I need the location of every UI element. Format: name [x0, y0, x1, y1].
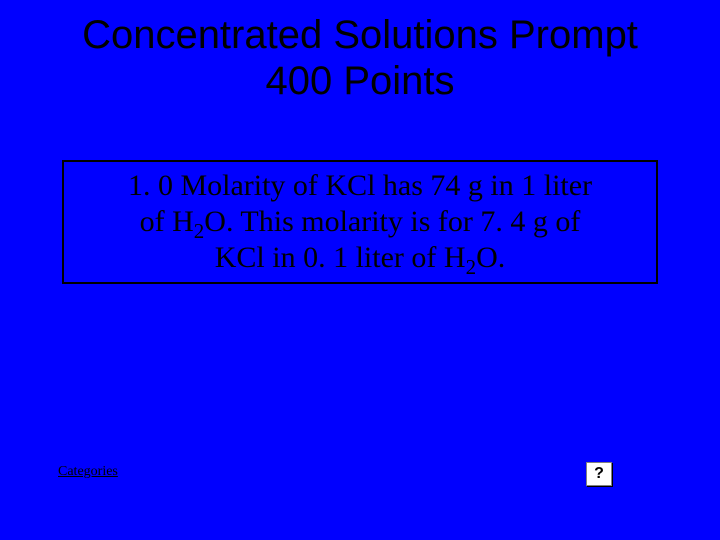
- prompt-line2a: of H: [140, 205, 194, 238]
- prompt-box: 1. 0 Molarity of KCl has 74 g in 1 liter…: [62, 160, 658, 284]
- prompt-line1: 1. 0 Molarity of KCl has 74 g in 1 liter: [128, 169, 592, 202]
- help-icon: ?: [594, 465, 604, 483]
- subscript-1: 2: [194, 219, 205, 243]
- subscript-2: 2: [466, 255, 477, 279]
- prompt-line3b: O.: [476, 241, 505, 274]
- help-button[interactable]: ?: [586, 462, 612, 486]
- categories-link[interactable]: Categories: [58, 464, 118, 480]
- title-line-2: 400 Points: [265, 59, 454, 103]
- prompt-line3a: KCl in 0. 1 liter of H: [215, 241, 466, 274]
- slide-title: Concentrated Solutions Prompt 400 Points: [0, 0, 720, 104]
- title-line-1: Concentrated Solutions Prompt: [82, 13, 638, 57]
- prompt-line2b: O. This molarity is for 7. 4 g of: [204, 205, 580, 238]
